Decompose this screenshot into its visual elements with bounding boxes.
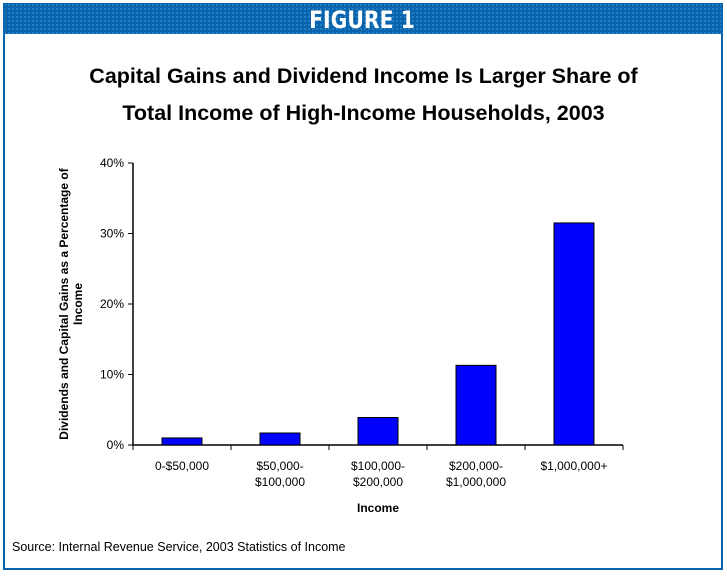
source-note: Source: Internal Revenue Service, 2003 S… [12, 540, 346, 554]
bar-5 [553, 222, 595, 446]
y-axis-title-line: Income [71, 283, 85, 325]
y-axis-title-line: Dividends and Capital Gains as a Percent… [57, 167, 71, 439]
x-tick-label: $200,000- [449, 459, 503, 473]
bar-4 [455, 364, 497, 446]
x-tick-label: 0-$50,000 [155, 459, 209, 473]
x-axis-title: Income [357, 501, 399, 515]
figure-frame [3, 3, 723, 570]
chart-title-line-2: Total Income of High-Income Households, … [122, 101, 605, 125]
x-tick-label: $50,000- [256, 459, 303, 473]
figure-label: FIGURE 1 [309, 6, 415, 34]
y-tick-label: 20% [100, 297, 124, 311]
x-tick-label: $100,000- [351, 459, 405, 473]
chart-title-line-1: Capital Gains and Dividend Income Is Lar… [89, 64, 638, 88]
y-tick-label: 40% [100, 156, 124, 170]
bar-2 [259, 432, 301, 446]
bar-3 [357, 417, 399, 446]
x-tick-label: $1,000,000+ [540, 459, 607, 473]
y-tick-label: 0% [107, 438, 125, 452]
bar-1 [161, 437, 203, 446]
chart-title: Capital Gains and Dividend Income Is Lar… [0, 58, 727, 132]
x-tick-label: $1,000,000 [446, 475, 506, 489]
x-tick-label: $200,000 [353, 475, 403, 489]
y-tick-label: 30% [100, 227, 124, 241]
y-tick-label: 10% [100, 368, 124, 382]
x-tick-label: $100,000 [255, 475, 305, 489]
figure-banner: FIGURE 1 [3, 3, 721, 34]
